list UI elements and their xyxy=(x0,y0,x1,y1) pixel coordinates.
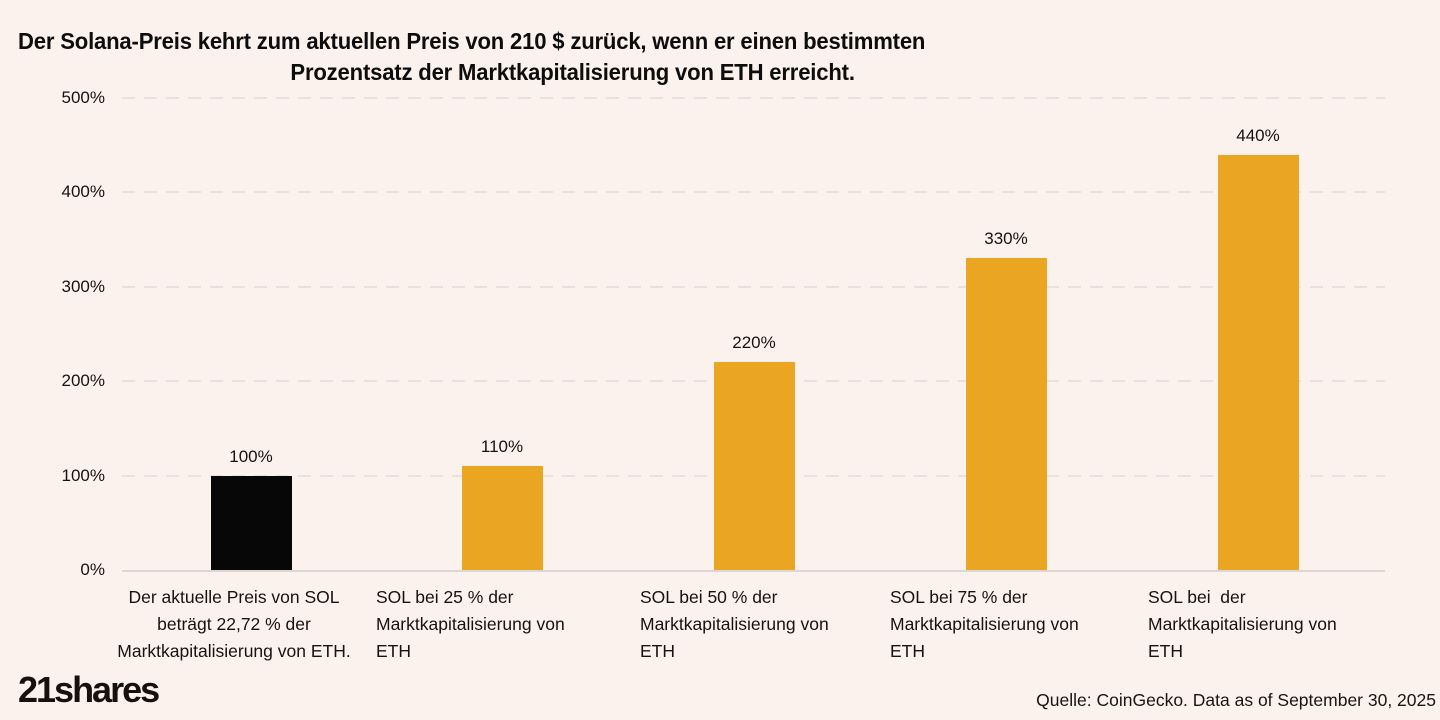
bar-100% xyxy=(210,475,292,570)
y-axis-tick-label: 400% xyxy=(61,182,105,202)
gridline-500 xyxy=(122,97,1385,99)
chart-title-line-1: Der Solana-Preis kehrt zum aktuellen Pre… xyxy=(18,28,926,54)
y-axis-tick-label: 100% xyxy=(61,465,105,485)
x-axis-category-label: SOL bei 75 % der Marktkapitalisierung vo… xyxy=(890,587,1084,661)
x-axis-category-label: Der aktuelle Preis von SOL beträgt 22,72… xyxy=(117,587,351,661)
chart-title: Der Solana-Preis kehrt zum aktuellen Pre… xyxy=(18,26,1071,88)
gridline-400 xyxy=(122,191,1385,194)
x-axis-category-label: SOL bei 50 % der Marktkapitalisierung vo… xyxy=(640,587,834,661)
y-axis-tick-label: 300% xyxy=(61,276,105,296)
bar-330% xyxy=(965,258,1047,570)
bar-220% xyxy=(713,362,795,570)
bar-value-label: 330% xyxy=(984,229,1028,249)
chart-title-line-2: Prozentsatz der Marktkapitalisierung von… xyxy=(290,59,855,85)
bar-value-label: 440% xyxy=(1236,125,1280,145)
bar-value-label: 220% xyxy=(732,333,776,353)
x-axis-category-label: SOL bei 25 % der Marktkapitalisierung vo… xyxy=(376,587,570,661)
bar-110% xyxy=(461,466,543,570)
source-note: Quelle: CoinGecko. Data as of September … xyxy=(1036,690,1436,710)
x-axis-category-label: SOL bei der Marktkapitalisierung von ETH xyxy=(1148,587,1342,661)
bar-440% xyxy=(1217,154,1299,570)
logo-21shares: 21shares xyxy=(18,669,160,710)
x-axis-line xyxy=(122,570,1385,572)
y-axis-tick-label: 200% xyxy=(61,371,105,391)
gridline-300 xyxy=(122,285,1385,288)
y-axis-tick-label: 500% xyxy=(61,88,105,107)
bar-value-label: 100% xyxy=(229,446,273,466)
bar-value-label: 110% xyxy=(480,437,524,457)
y-axis-tick-label: 0% xyxy=(80,560,105,579)
